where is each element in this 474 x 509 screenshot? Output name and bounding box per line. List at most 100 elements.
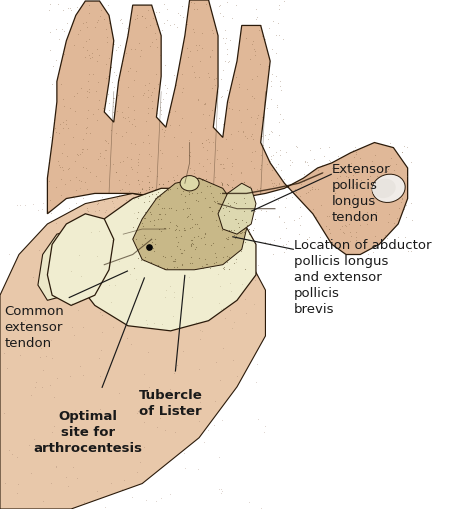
Point <box>96 372 104 380</box>
Point <box>133 14 141 22</box>
Point <box>174 286 182 294</box>
Point <box>55 161 63 169</box>
Point <box>235 83 243 92</box>
Point <box>69 192 77 201</box>
Point <box>85 51 92 59</box>
Point <box>116 203 124 211</box>
Point <box>141 248 149 256</box>
Point <box>369 180 376 188</box>
Point <box>70 217 78 225</box>
Point <box>155 208 163 216</box>
Point <box>84 123 91 131</box>
Point <box>148 238 156 246</box>
Point <box>132 235 140 243</box>
Point <box>173 241 181 249</box>
Point <box>70 463 77 471</box>
Point <box>404 247 411 255</box>
Point <box>275 31 283 39</box>
Point <box>75 251 83 260</box>
Point <box>210 243 218 251</box>
Point <box>245 224 253 233</box>
Point <box>52 25 60 33</box>
Point <box>402 213 410 221</box>
Point <box>181 193 188 201</box>
Point <box>224 87 231 95</box>
Point <box>125 113 132 121</box>
Point <box>198 44 206 52</box>
Point <box>216 486 223 494</box>
Point <box>223 0 231 6</box>
Point <box>142 186 150 194</box>
Point <box>144 172 152 180</box>
Point <box>76 151 83 159</box>
Point <box>325 156 332 164</box>
Point <box>25 441 33 449</box>
Point <box>188 236 195 244</box>
Point <box>188 189 196 197</box>
Point <box>347 183 355 191</box>
Point <box>122 171 129 179</box>
Point <box>146 21 154 29</box>
Point <box>223 180 231 188</box>
Point <box>226 209 234 217</box>
Point <box>257 504 265 509</box>
Point <box>54 157 62 165</box>
Point <box>170 369 177 377</box>
Point <box>104 410 111 418</box>
Point <box>52 462 60 470</box>
Point <box>243 217 250 225</box>
Point <box>252 378 260 386</box>
Point <box>139 261 147 269</box>
Point <box>357 213 365 221</box>
Point <box>307 147 314 155</box>
Point <box>201 255 209 263</box>
Point <box>205 111 213 119</box>
Point <box>200 99 208 107</box>
Point <box>73 199 80 207</box>
Point <box>273 31 280 39</box>
Point <box>143 320 150 328</box>
Point <box>204 69 211 77</box>
Point <box>233 1 240 9</box>
Point <box>74 238 82 246</box>
Point <box>73 150 81 158</box>
Point <box>175 215 182 223</box>
Point <box>133 167 141 176</box>
Point <box>102 146 110 154</box>
Point <box>116 158 123 166</box>
Point <box>214 197 221 205</box>
Point <box>257 206 265 214</box>
Point <box>157 109 164 118</box>
Point <box>147 152 155 160</box>
Point <box>341 221 348 229</box>
Point <box>155 210 163 218</box>
Point <box>249 253 257 262</box>
Point <box>275 131 283 139</box>
Point <box>184 212 192 220</box>
Point <box>194 95 201 103</box>
Point <box>135 180 143 188</box>
Point <box>49 354 56 362</box>
Point <box>202 0 210 8</box>
Point <box>116 16 124 24</box>
Point <box>59 124 67 132</box>
Point <box>215 453 223 461</box>
Point <box>239 128 247 136</box>
Point <box>137 226 145 234</box>
Point <box>141 193 149 202</box>
Point <box>197 213 205 221</box>
Point <box>212 196 219 204</box>
Point <box>115 257 123 265</box>
Point <box>224 194 232 203</box>
Point <box>246 182 254 190</box>
Point <box>199 206 207 214</box>
Point <box>151 235 158 243</box>
Point <box>201 229 209 237</box>
Point <box>155 8 163 16</box>
Point <box>82 178 89 186</box>
Point <box>219 304 227 313</box>
Point <box>186 148 194 156</box>
Point <box>141 214 148 222</box>
Point <box>110 83 118 91</box>
Point <box>335 181 342 189</box>
